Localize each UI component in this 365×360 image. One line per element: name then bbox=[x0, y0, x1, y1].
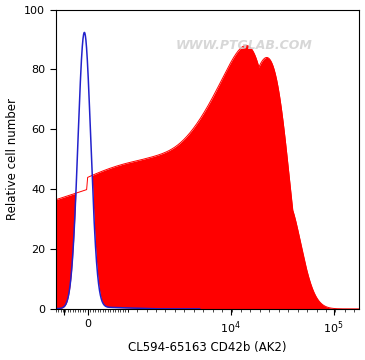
Y-axis label: Relative cell number: Relative cell number bbox=[5, 98, 19, 220]
Text: WWW.PTGLAB.COM: WWW.PTGLAB.COM bbox=[176, 39, 312, 52]
X-axis label: CL594-65163 CD42b (AK2): CL594-65163 CD42b (AK2) bbox=[128, 341, 287, 355]
